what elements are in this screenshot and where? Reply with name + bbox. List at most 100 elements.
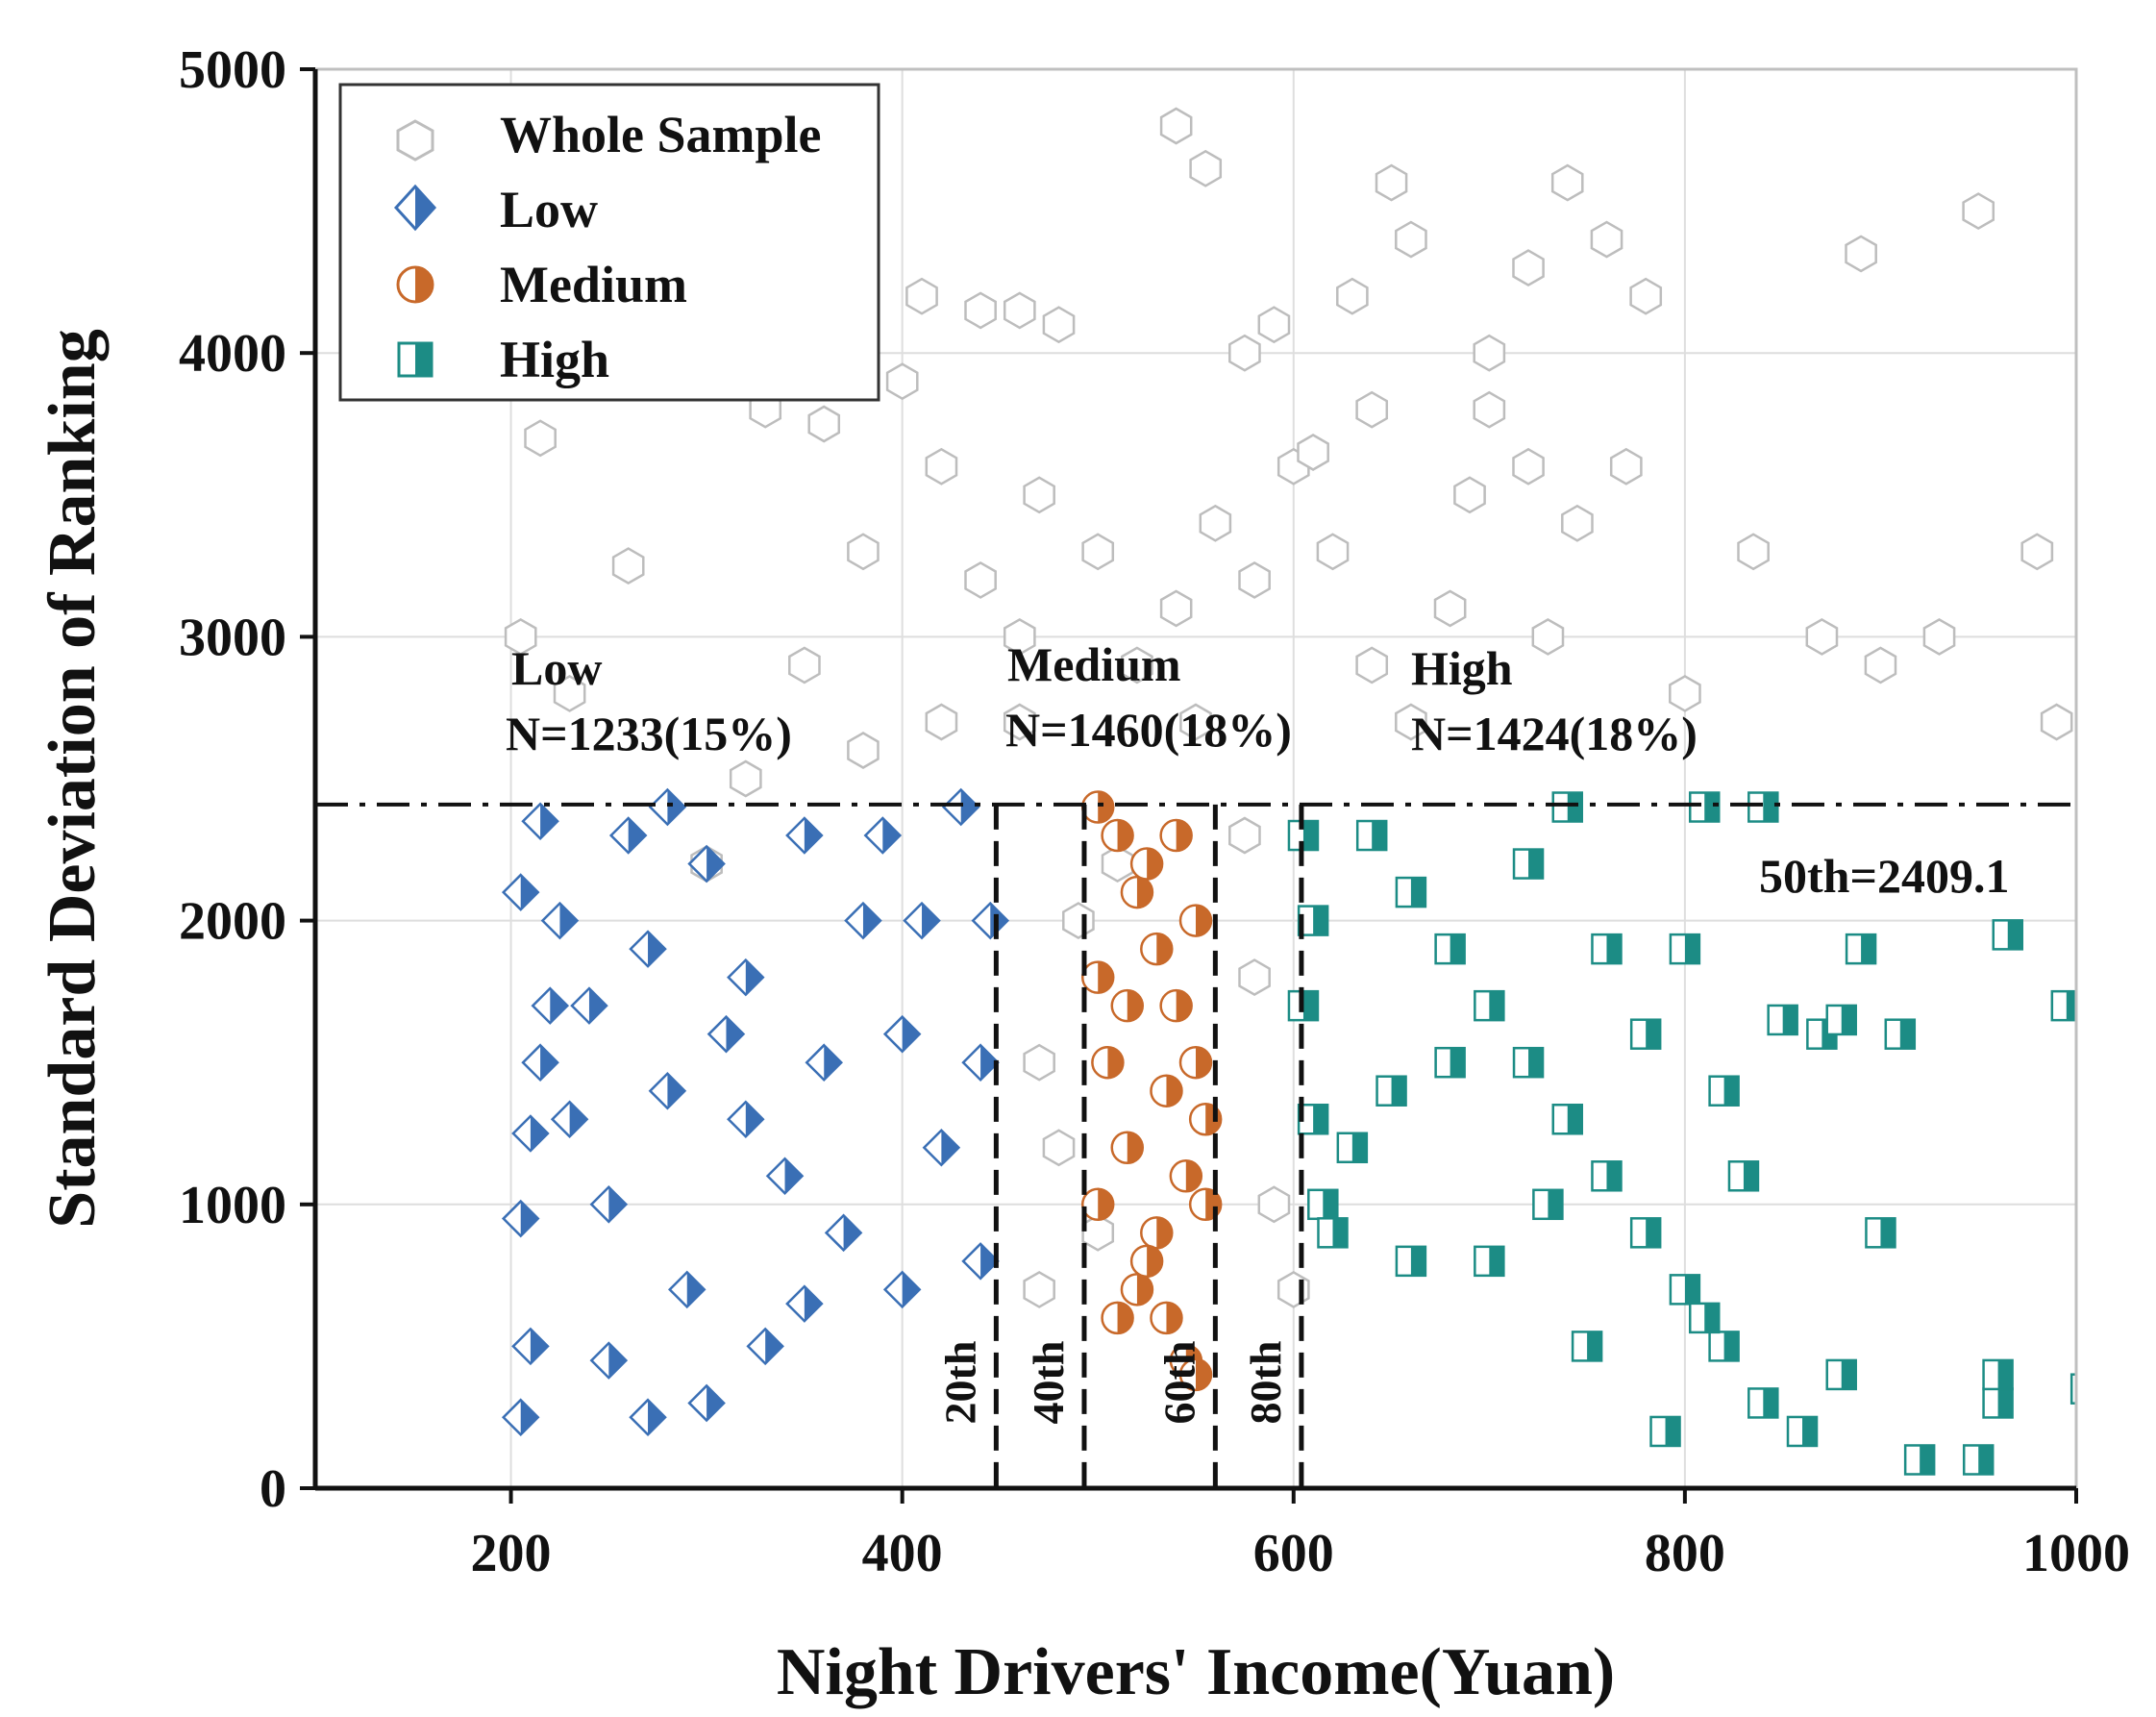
- high-point: [1903, 1444, 1936, 1476]
- high-point: [1992, 919, 2024, 951]
- annotation-high-title: High: [1411, 641, 1513, 695]
- y-tick-label: 4000: [179, 324, 286, 384]
- medium-point: [1129, 1244, 1164, 1279]
- high-point: [1767, 1004, 1798, 1036]
- legend-item-medium: Medium: [396, 256, 687, 313]
- low-point: [706, 1014, 746, 1054]
- whole-sample-point: [1805, 617, 1839, 656]
- percentile-label: 60th: [1154, 1341, 1203, 1425]
- whole-sample-point: [1003, 703, 1036, 741]
- high-point: [1532, 1188, 1564, 1221]
- low-point: [531, 986, 570, 1025]
- x-tick-label: 800: [1645, 1524, 1725, 1583]
- y-axis-title: Standard Deviation of Ranking: [36, 329, 110, 1228]
- legend-label-medium: Medium: [500, 256, 687, 313]
- annotation-low-count: N=1233(15%): [506, 707, 792, 760]
- high-point: [2069, 1373, 2076, 1405]
- high-point: [1375, 1075, 1407, 1107]
- medium-point: [1120, 875, 1154, 909]
- x-tick-label: 1000: [2022, 1524, 2130, 1583]
- whole-sample-point: [1737, 533, 1770, 571]
- whole-sample-point: [2020, 533, 2054, 571]
- low-point: [540, 901, 580, 940]
- medium-point: [1150, 1301, 1183, 1335]
- whole-sample-point: [1355, 646, 1389, 684]
- whole-sample-point: [1561, 504, 1594, 542]
- high-point: [1336, 1132, 1369, 1164]
- whole-sample-point: [2040, 703, 2073, 741]
- whole-sample-point: [1238, 560, 1271, 599]
- low-point: [824, 1213, 863, 1253]
- low-point: [971, 901, 1010, 940]
- whole-sample-point: [1159, 589, 1193, 628]
- low-point: [687, 844, 726, 883]
- medium-point: [1159, 818, 1193, 853]
- whole-sample-point: [1023, 476, 1055, 514]
- whole-sample-point: [1189, 149, 1223, 187]
- high-point: [1708, 1075, 1740, 1107]
- percentile-label: 80th: [1241, 1341, 1290, 1425]
- low-point: [629, 1398, 667, 1436]
- whole-sample-point: [1257, 306, 1291, 344]
- high-point: [1727, 1160, 1760, 1192]
- low-point: [667, 1270, 706, 1309]
- low-point: [521, 1043, 559, 1082]
- high-point: [1355, 819, 1388, 852]
- whole-sample-point: [611, 547, 645, 585]
- low-point: [521, 802, 559, 841]
- low-point: [629, 930, 667, 968]
- low-point: [882, 1014, 922, 1054]
- whole-sample-point: [1375, 163, 1408, 202]
- y-tick-label: 1000: [179, 1176, 286, 1235]
- annotation-medium-count: N=1460(18%): [1005, 703, 1292, 757]
- whole-sample-point: [847, 533, 880, 571]
- low-point: [727, 1100, 765, 1139]
- whole-sample-point: [1297, 434, 1329, 471]
- whole-sample-point: [1433, 589, 1467, 628]
- x-tick-label: 600: [1253, 1524, 1334, 1583]
- low-point: [844, 901, 882, 940]
- whole-sample-point: [1609, 447, 1643, 485]
- low-point: [922, 1128, 961, 1167]
- low-point: [589, 1185, 629, 1224]
- medium-point: [1080, 960, 1115, 994]
- low-point: [765, 1157, 805, 1196]
- x-tick-label: 200: [471, 1524, 552, 1583]
- high-point: [1629, 1217, 1662, 1249]
- low-point: [501, 873, 540, 911]
- legend-circle-fill-icon: [415, 267, 433, 302]
- whole-sample-point: [1257, 1185, 1291, 1224]
- whole-sample-point: [1101, 845, 1134, 883]
- whole-sample-point: [807, 405, 841, 443]
- high-point: [1669, 933, 1701, 965]
- legend-hexagon-icon: [396, 119, 434, 162]
- high-point: [1688, 791, 1721, 823]
- group-points: [501, 787, 2076, 1476]
- high-point: [1688, 1302, 1721, 1334]
- low-point: [511, 1114, 550, 1153]
- medium-point: [1140, 1216, 1174, 1250]
- whole-sample-point: [1395, 220, 1427, 259]
- whole-sample-point: [1042, 1129, 1076, 1167]
- whole-sample-point: [1159, 107, 1193, 145]
- percentile-label: 40th: [1024, 1341, 1073, 1425]
- medium-point: [1159, 988, 1193, 1023]
- high-point: [1474, 1245, 1505, 1278]
- low-point: [501, 1199, 540, 1238]
- high-point: [1884, 1018, 1917, 1050]
- whole-sample-point: [925, 703, 958, 741]
- high-point: [1669, 1274, 1701, 1306]
- y-tick-label: 3000: [179, 608, 286, 667]
- high-point: [1434, 1046, 1466, 1079]
- whole-sample-point: [1550, 163, 1584, 202]
- low-point: [648, 1071, 687, 1110]
- whole-sample-point: [905, 277, 938, 315]
- whole-sample-point: [1669, 674, 1701, 712]
- whole-sample-point: [1845, 235, 1877, 273]
- whole-sample-point: [1512, 249, 1545, 287]
- medium-point: [1178, 1357, 1213, 1392]
- whole-sample-point: [1336, 277, 1369, 315]
- whole-sample-point: [1042, 306, 1076, 344]
- whole-sample-point: [847, 732, 880, 769]
- high-point: [1591, 1160, 1623, 1192]
